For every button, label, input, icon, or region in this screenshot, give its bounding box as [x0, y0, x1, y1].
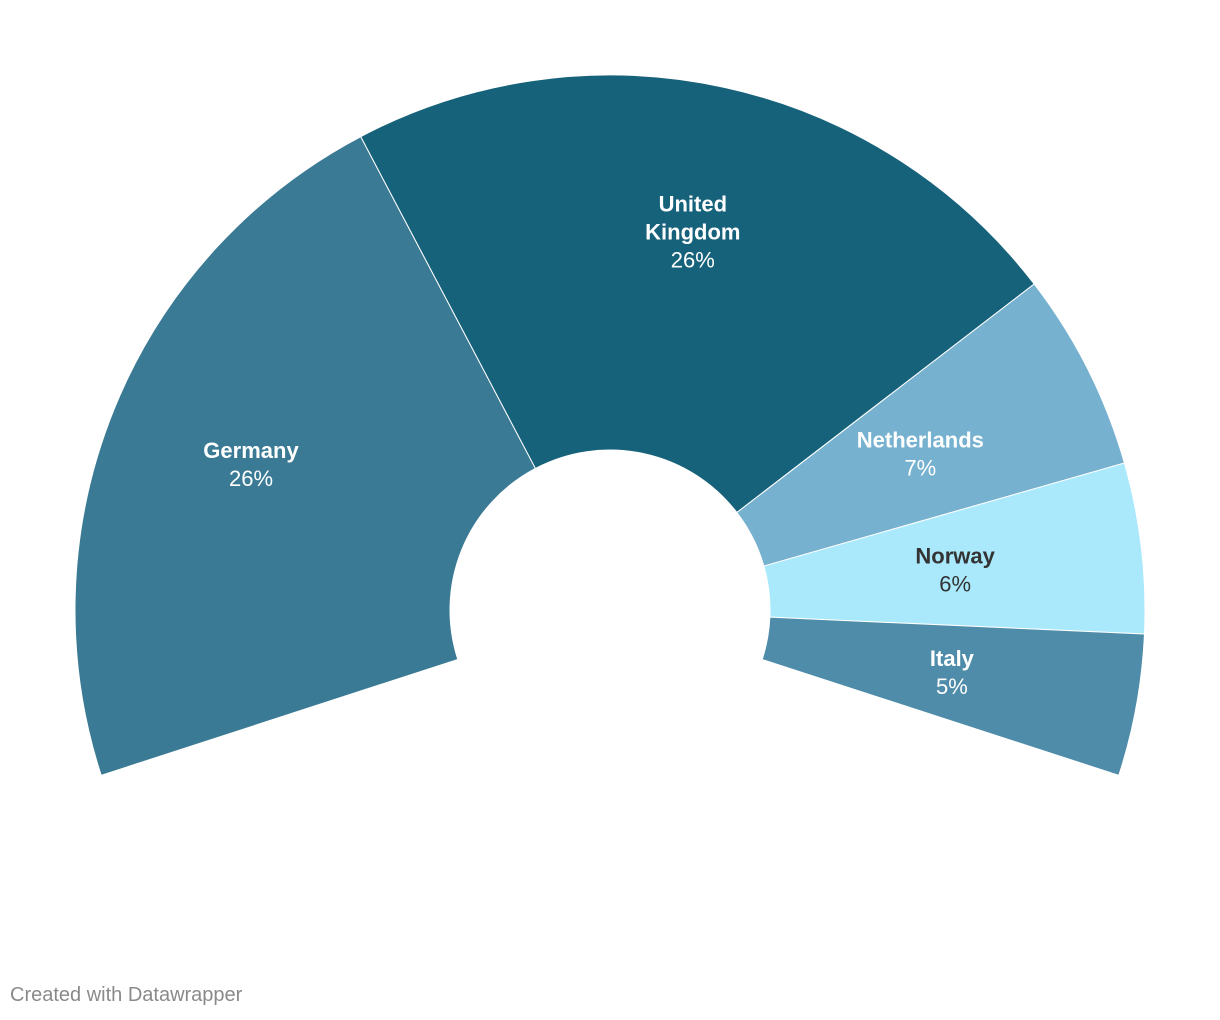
- slice-value: 7%: [904, 456, 936, 481]
- chart-labels: Germany 26%United Kingdom 26%Netherlands 7%N…: [203, 191, 995, 699]
- slice-label-germany: Germany 26%: [203, 438, 299, 491]
- slice-italy[interactable]: [761, 616, 1145, 776]
- slice-netherlands[interactable]: [736, 283, 1126, 567]
- slice-label-netherlands: Netherlands 7%: [857, 428, 984, 481]
- slice-value: 26%: [229, 466, 273, 491]
- slice-name: Germany: [203, 438, 299, 463]
- slice-name: Kingdom: [645, 219, 740, 244]
- slice-united-kingdom[interactable]: [360, 74, 1035, 514]
- datawrapper-credit[interactable]: Created with Datawrapper: [10, 984, 243, 1006]
- chart-slices: [74, 74, 1146, 776]
- slice-value: 5%: [936, 674, 968, 699]
- slice-name: Netherlands: [857, 428, 984, 453]
- slice-name: Norway: [915, 544, 995, 569]
- slice-label-norway: Norway 6%: [915, 544, 995, 597]
- slice-germany[interactable]: [74, 135, 537, 776]
- semi-donut-chart: Germany 26%United Kingdom 26%Netherlands 7%N…: [74, 74, 1146, 776]
- slice-name: Italy: [930, 646, 975, 671]
- slice-value: 26%: [671, 247, 715, 272]
- slice-value: 6%: [939, 572, 971, 597]
- slice-name: United: [659, 191, 727, 216]
- slice-label-united-kingdom: United Kingdom 26%: [645, 191, 740, 272]
- slice-label-italy: Italy 5%: [930, 646, 975, 699]
